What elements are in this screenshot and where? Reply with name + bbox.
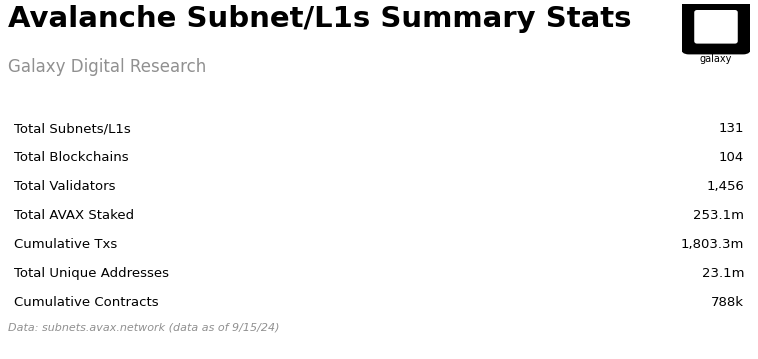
Text: 1,803.3m: 1,803.3m — [681, 238, 744, 251]
Text: Avalanche Subnet/L1s Summary Stats: Avalanche Subnet/L1s Summary Stats — [8, 5, 631, 33]
Text: Total AVAX Staked: Total AVAX Staked — [14, 209, 134, 222]
Text: Galaxy Digital Research: Galaxy Digital Research — [8, 58, 206, 76]
Text: Total Unique Addresses: Total Unique Addresses — [14, 267, 169, 280]
Text: Avalanche Subnet/L1s Snapshot: Avalanche Subnet/L1s Snapshot — [14, 94, 254, 107]
FancyBboxPatch shape — [694, 10, 738, 43]
Text: Total Validators: Total Validators — [14, 180, 115, 193]
Text: 253.1m: 253.1m — [693, 209, 744, 222]
Text: 104: 104 — [719, 151, 744, 164]
Text: Cumulative Contracts: Cumulative Contracts — [14, 296, 158, 309]
Bar — [701, 46, 731, 53]
Text: 23.1m: 23.1m — [702, 267, 744, 280]
Text: Total Blockchains: Total Blockchains — [14, 151, 129, 164]
Text: Total Subnets/L1s: Total Subnets/L1s — [14, 122, 130, 135]
Text: 1,456: 1,456 — [706, 180, 744, 193]
Text: Data: subnets.avax.network (data as of 9/15/24): Data: subnets.avax.network (data as of 9… — [8, 323, 280, 333]
Text: 788k: 788k — [711, 296, 744, 309]
FancyBboxPatch shape — [681, 0, 751, 55]
Text: 131: 131 — [719, 122, 744, 135]
Text: Cumulative Txs: Cumulative Txs — [14, 238, 117, 251]
Text: galaxy: galaxy — [700, 54, 732, 64]
